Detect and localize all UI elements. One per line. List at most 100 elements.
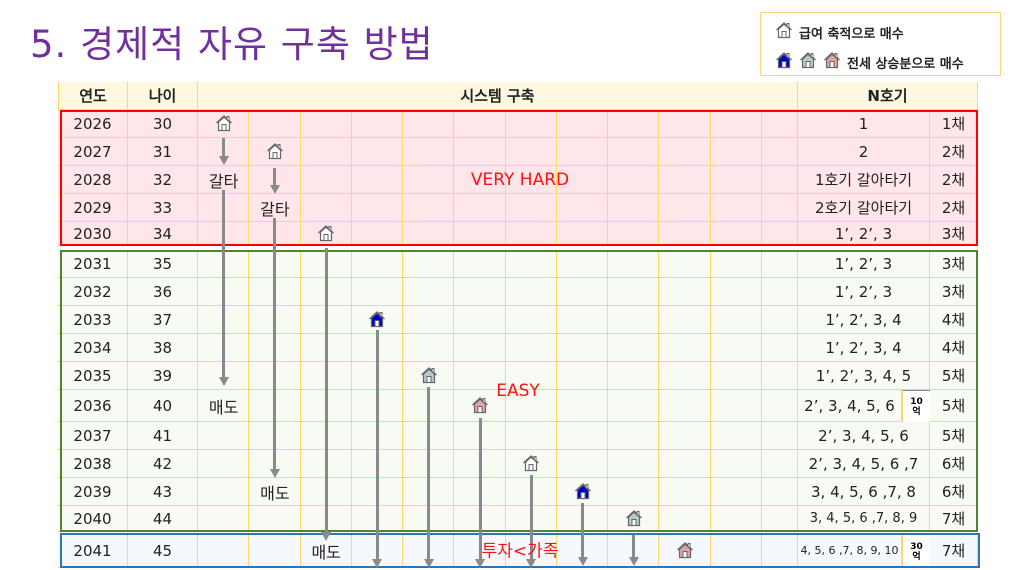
system-cell [608,250,660,278]
system-cell [608,166,660,194]
system-cell [608,362,660,390]
system-cell [556,250,609,278]
system-cell [710,166,762,194]
system-cell [198,422,250,450]
year-cell: 2029 [58,194,128,222]
system-cell [454,110,506,138]
system-cell [762,390,798,422]
action-label: 갈타 [260,200,290,219]
system-cell [608,222,660,246]
system-cell [351,194,404,222]
arrow-line [222,138,226,157]
system-cell [762,362,798,390]
system-cell [659,306,711,334]
house-white-icon [266,142,284,160]
legend-item-jeonse: 전세 상승분으로 매수 [775,51,964,73]
system-cell [505,138,557,166]
system-cell [198,390,250,422]
system-cell [454,166,506,194]
system-cell [608,478,660,506]
system-cell [300,110,352,138]
age-cell: 33 [128,194,198,222]
system-cell [608,110,660,138]
year-cell: 2035 [58,362,128,390]
count-cell: 3채 [930,278,978,306]
system-cell [556,390,609,422]
count-cell: 2채 [930,166,978,194]
year-cell: 2039 [58,478,128,506]
system-cell [608,334,660,362]
system-cell [403,250,455,278]
age-cell: 35 [128,250,198,278]
count-cell: 5채 [930,390,978,422]
system-cell [249,478,301,506]
system-cell [710,362,762,390]
system-cell [556,450,609,478]
system-cell [659,138,711,166]
year-cell: 2027 [58,138,128,166]
house-gray-icon [420,366,438,384]
system-cell [403,138,455,166]
count-cell: 7채 [930,534,978,568]
system-cell [710,334,762,362]
age-cell: 44 [128,506,198,532]
age-cell: 39 [128,362,198,390]
system-cell [454,278,506,306]
system-cell [454,362,506,390]
system-cell [659,166,711,194]
system-cell [608,450,660,478]
system-cell [300,138,352,166]
system-cell [505,194,557,222]
system-cell [710,506,762,532]
system-cell [403,194,455,222]
system-cell [710,278,762,306]
system-cell [762,422,798,450]
units-cell: 1’, 2’, 3, 4, 5 [798,362,930,390]
count-cell: 6채 [930,450,978,478]
age-cell: 30 [128,110,198,138]
system-cell [198,534,250,568]
count-cell: 2채 [930,194,978,222]
year-cell: 2032 [58,278,128,306]
system-cell [659,478,711,506]
system-cell [710,422,762,450]
system-cell [403,110,455,138]
count-cell: 1채 [930,110,978,138]
system-cell [454,222,506,246]
arrow-down-icon [372,559,383,568]
arrow-down-icon [269,185,280,194]
system-cell [608,306,660,334]
units-cell: 3, 4, 5, 6 ,7, 8, 9 [798,506,930,532]
system-cell [659,194,711,222]
system-cell [556,222,609,246]
system-cell [710,194,762,222]
year-cell: 2040 [58,506,128,532]
system-cell [659,422,711,450]
units-cell: 3, 4, 5, 6 ,7, 8 [798,478,930,506]
arrow-line [273,168,277,186]
legend-jeonse-label: 전세 상승분으로 매수 [847,56,964,72]
arrow-line [273,218,277,470]
arrow-down-icon [321,532,332,541]
system-cell [249,534,301,568]
system-cell [351,278,404,306]
legend: 급여 축적으로 매수 전세 상승분으로 매수 [760,12,1001,76]
system-cell [454,194,506,222]
system-cell [556,166,609,194]
house-pink-icon [471,396,489,414]
amount-number: 10 [910,396,923,407]
system-cell [710,138,762,166]
system-cell [505,250,557,278]
system-cell [351,166,404,194]
system-cell [198,506,250,532]
header-system: 시스템 구축 [198,82,798,110]
system-cell [403,278,455,306]
age-cell: 36 [128,278,198,306]
system-cell [403,166,455,194]
age-cell: 34 [128,222,198,246]
system-cell [710,450,762,478]
system-cell [505,278,557,306]
action-label: 매도 [208,398,239,417]
count-cell: 3채 [930,222,978,246]
system-cell [659,278,711,306]
